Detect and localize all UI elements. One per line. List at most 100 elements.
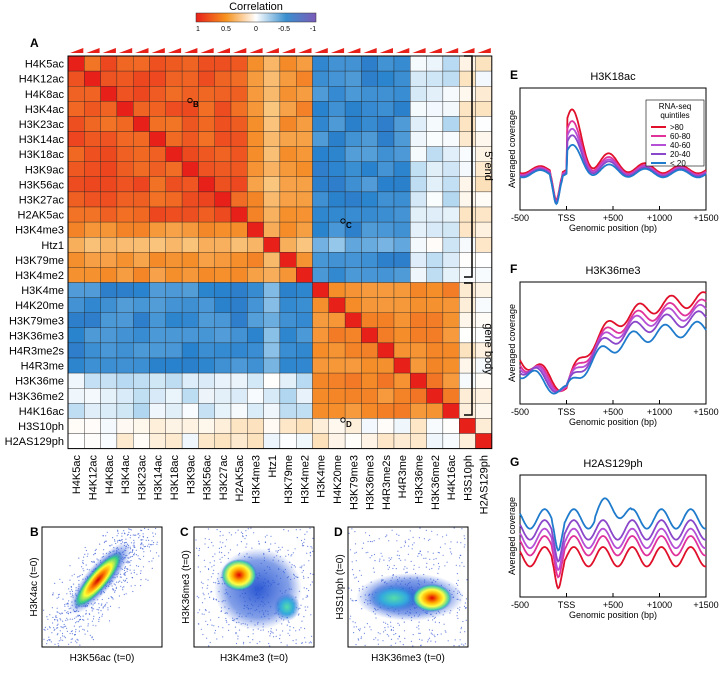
heatmap-cell [426, 403, 444, 419]
scatter-point [212, 556, 214, 558]
scatter-point [444, 630, 446, 632]
scatter-point [118, 595, 120, 597]
scatter-point [235, 632, 237, 634]
heatmap-cell [263, 418, 281, 434]
scatter-point [242, 643, 245, 645]
scatter-point [247, 636, 249, 638]
scatter-point [129, 564, 131, 566]
scatter-point [130, 572, 132, 574]
scatter-point [230, 534, 232, 536]
heatmap-cell [377, 327, 395, 344]
scatter-panel-b: H3K4ac (t=0) H3K56ac (t=0) [29, 526, 163, 664]
scatter-point [353, 632, 355, 634]
scatter-point [463, 546, 465, 548]
heatmap-cell [361, 372, 378, 389]
scatter-point [464, 643, 466, 645]
heatmap-cell [426, 297, 444, 313]
scatter-point [71, 590, 74, 593]
heatmap-cell [296, 388, 313, 404]
heatmap-cell [84, 206, 101, 223]
heatmap-cell [475, 191, 492, 208]
heatmap-cell [67, 312, 85, 328]
heatmap-cell [181, 55, 199, 72]
heatmap-cell [312, 312, 329, 328]
scatter-point [456, 612, 458, 614]
scatter-point [442, 536, 444, 538]
heatmap-column-label: H3K36me3 [365, 455, 377, 510]
heatmap-cell [361, 206, 378, 223]
heatmap-cell [214, 433, 232, 449]
heatmap-row-label: H2AK5ac [18, 210, 65, 222]
scatter-point [133, 552, 136, 554]
scatter-point [351, 599, 353, 601]
heatmap-cell [100, 131, 118, 147]
heatmap-cell [279, 403, 297, 419]
scatter-point [295, 642, 297, 645]
scatter-point [454, 639, 456, 641]
heatmap-cell [84, 101, 101, 117]
heatmap-cell [247, 433, 264, 449]
scatter-point [93, 608, 95, 610]
scatter-panel-c: H3K36me3 (t=0) H3K4me3 (t=0) [181, 526, 315, 664]
heatmap-cell [165, 388, 183, 404]
scatter-point [431, 633, 433, 635]
heatmap-cell [214, 372, 232, 389]
heatmap-cell [198, 252, 215, 268]
heatmap-cell [377, 357, 395, 374]
column-marker [151, 48, 165, 53]
scatter-point [81, 574, 83, 576]
scatter-point [70, 586, 72, 588]
heatmap-cell [198, 312, 215, 328]
scatter-point [69, 632, 71, 635]
scatter-point [135, 554, 137, 556]
heatmap-cell [133, 86, 150, 102]
scatter-point [54, 582, 56, 585]
colorbar-title: Correlation [229, 1, 283, 13]
heatmap-row-label: H3K4me3 [15, 225, 64, 237]
scatter-point [253, 532, 255, 534]
scatter-point [371, 555, 373, 557]
scatter-point [43, 638, 45, 640]
scatter-point [115, 581, 118, 583]
y-axis-label: Averaged coverage [507, 304, 517, 382]
scatter-point [237, 529, 239, 531]
heatmap-cell [426, 206, 444, 223]
scatter-point [466, 579, 468, 581]
scatter-point [131, 577, 134, 579]
heatmap-cell [67, 372, 85, 389]
heatmap-cell [377, 418, 395, 434]
column-marker [298, 48, 312, 53]
heatmap-cell [133, 282, 150, 298]
scatter-point [138, 558, 140, 560]
heatmap-cell [459, 327, 476, 344]
scatter-point [279, 638, 281, 640]
heatmap-cell [165, 312, 183, 328]
scatter-point [418, 537, 420, 539]
scatter-point [83, 556, 85, 558]
scatter-point [286, 644, 288, 646]
scatter-point [103, 541, 105, 544]
scatter-point [390, 629, 392, 632]
heatmap-cell [361, 418, 378, 434]
scatter-point [392, 629, 394, 631]
scatter-point [114, 540, 116, 542]
scatter-point [114, 591, 116, 593]
scatter-point [122, 589, 124, 591]
scatter-point [116, 535, 118, 537]
heatmap-cell [442, 101, 460, 117]
heatmap-cell [165, 221, 183, 238]
heatmap-border [67, 55, 493, 450]
colorbar-tick: -0.5 [278, 26, 290, 33]
scatter-point [207, 546, 209, 549]
scatter-point [353, 626, 355, 628]
heatmap-cell [149, 86, 166, 102]
scatter-point [49, 627, 51, 629]
scatter-point [391, 557, 393, 559]
heatmap-cell [393, 433, 411, 449]
heatmap-cell [279, 191, 297, 208]
heatmap-cell [84, 403, 101, 419]
scatter-point [133, 569, 135, 571]
heatmap-cell [344, 86, 362, 102]
scatter-point [140, 529, 142, 531]
scatter-point [303, 564, 305, 566]
